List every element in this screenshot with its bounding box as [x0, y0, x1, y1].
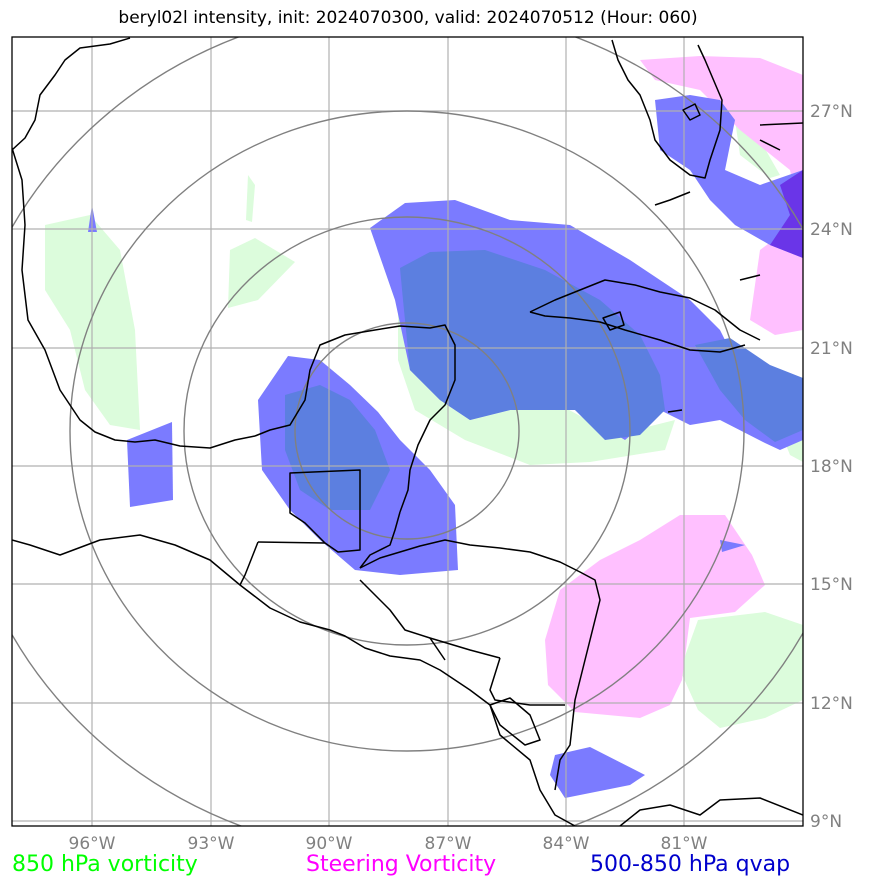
lon-label: 90°W — [306, 834, 353, 854]
qvap-core-layer — [285, 250, 803, 510]
lat-label: 24°N — [810, 220, 853, 240]
lon-label: 93°W — [188, 834, 235, 854]
coastlines — [12, 37, 803, 826]
lat-label: 15°N — [810, 575, 853, 595]
lon-label: 81°W — [661, 834, 708, 854]
legend-vorticity-850: 850 hPa vorticity — [12, 852, 198, 877]
range-rings — [12, 37, 803, 826]
lat-label: 12°N — [810, 694, 853, 714]
map-frame — [11, 36, 804, 827]
lat-label: 27°N — [810, 102, 853, 122]
latitude-labels: 27°N 24°N 21°N 18°N 15°N 12°N 9°N — [810, 102, 853, 832]
lon-label: 96°W — [69, 834, 116, 854]
legend-qvap: 500-850 hPa qvap — [590, 852, 791, 877]
lat-label: 21°N — [810, 339, 853, 359]
graticule — [12, 37, 803, 826]
steering-vorticity-layer — [545, 56, 803, 718]
lat-label: 18°N — [810, 457, 853, 477]
qvap-peak-layer — [770, 170, 803, 258]
lat-label: 9°N — [810, 812, 842, 832]
longitude-labels: 96°W 93°W 90°W 87°W 84°W 81°W — [69, 834, 708, 854]
lon-label: 84°W — [543, 834, 590, 854]
map-title: beryl02l intensity, init: 2024070300, va… — [118, 8, 698, 28]
legend-steering-vorticity: Steering Vorticity — [306, 852, 497, 877]
lon-label: 87°W — [425, 834, 472, 854]
